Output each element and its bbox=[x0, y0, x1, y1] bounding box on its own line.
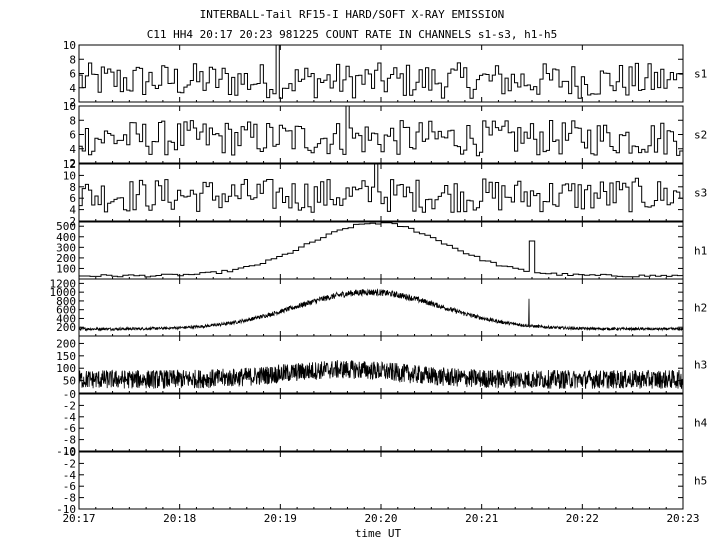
y-tick-label-h5: -6 bbox=[63, 480, 76, 493]
chart-title: INTERBALL-Tail RF15-I HARD/SOFT X-RAY EM… bbox=[200, 8, 505, 21]
series-line-h1 bbox=[79, 222, 683, 278]
y-tick-label-s1: 2 bbox=[69, 96, 76, 109]
x-axis: 20:17 20:18 20:19 20:20 20:21 20:22 20:23 bbox=[62, 512, 699, 525]
y-tick-label-s1: 4 bbox=[69, 82, 76, 95]
x-tick-label: 20:17 bbox=[62, 512, 95, 525]
x-tick-label: 20:22 bbox=[566, 512, 599, 525]
y-tick-label-h5: -4 bbox=[63, 469, 77, 482]
x-tick-label: 20:18 bbox=[163, 512, 196, 525]
channel-label-h4: h4 bbox=[694, 417, 708, 430]
y-tick-label-h3: 100 bbox=[56, 362, 76, 375]
y-tick-label-h2: 400 bbox=[56, 312, 76, 325]
panel-frame-h5 bbox=[78, 451, 684, 510]
x-tick-label: 20:23 bbox=[666, 512, 699, 525]
y-tick-label-h4: -10 bbox=[56, 445, 76, 458]
y-tick-label-h4: -4 bbox=[63, 411, 77, 424]
series-line-s1 bbox=[79, 44, 683, 99]
y-tick-label-h3: 50 bbox=[63, 375, 76, 388]
channel-label-s3: s3 bbox=[694, 187, 707, 200]
panel-s2: 108 642 s2 bbox=[63, 100, 708, 170]
x-tick-label: 20:21 bbox=[465, 512, 498, 525]
y-tick-label-h2: 800 bbox=[56, 295, 76, 308]
channel-label-h5: h5 bbox=[694, 475, 707, 488]
panel-frame-s2 bbox=[78, 105, 684, 164]
y-tick-label-s2: 6 bbox=[69, 129, 76, 142]
channel-label-s1: s1 bbox=[694, 68, 707, 81]
panel-frame-h1 bbox=[78, 221, 684, 280]
y-tick-label-s2: 4 bbox=[69, 143, 76, 156]
y-tick-label-s3: 8 bbox=[69, 181, 76, 194]
y-tick-label-h4: -2 bbox=[63, 399, 76, 412]
y-tick-label-h1: 400 bbox=[56, 231, 76, 244]
y-tick-label-s3: 2 bbox=[69, 215, 76, 228]
series-line-s3 bbox=[79, 163, 683, 213]
y-tick-label-h5: -8 bbox=[63, 492, 76, 505]
series-line-h3 bbox=[78, 360, 684, 390]
y-tick-label-h1: 200 bbox=[56, 252, 76, 265]
y-tick-label-s3: 6 bbox=[69, 192, 76, 205]
channel-label-s2: s2 bbox=[694, 129, 707, 142]
x-tick-label: 20:20 bbox=[364, 512, 397, 525]
y-tick-label-h2: 600 bbox=[56, 304, 76, 317]
channel-label-h2: h2 bbox=[694, 302, 707, 315]
x-tick-label: 20:19 bbox=[264, 512, 297, 525]
y-tick-label-h2: 1000 bbox=[50, 286, 77, 299]
y-tick-label-s2: 2 bbox=[69, 157, 76, 170]
y-tick-label-s2: 8 bbox=[69, 114, 76, 127]
channel-label-h1: h1 bbox=[694, 245, 707, 258]
y-tick-label-h2: 1200 bbox=[50, 277, 77, 290]
y-tick-label-h1: 300 bbox=[56, 241, 76, 254]
y-tick-label-h5: -10 bbox=[56, 503, 76, 516]
y-tick-label-h4: -0 bbox=[63, 388, 76, 401]
y-tick-label-s2: 10 bbox=[63, 100, 76, 113]
y-tick-label-h1: 100 bbox=[56, 262, 76, 275]
x-axis-label: time UT bbox=[355, 527, 402, 540]
y-tick-label-h4: -6 bbox=[63, 422, 76, 435]
chart-subtitle: C11 HH4 20:17 20:23 981225 COUNT RATE IN… bbox=[147, 28, 558, 41]
y-tick-label-s1: 10 bbox=[63, 39, 76, 52]
channel-label-h3: h3 bbox=[694, 359, 707, 372]
y-tick-label-h3: 200 bbox=[56, 337, 76, 350]
y-tick-label-h1: 500 bbox=[56, 220, 76, 233]
y-tick-label-s3: 10 bbox=[63, 169, 76, 182]
y-tick-label-h5: -0 bbox=[63, 446, 76, 459]
y-tick-label-h3: 150 bbox=[56, 350, 76, 363]
panel-frame-h4 bbox=[78, 393, 684, 452]
y-tick-label-h2: 200 bbox=[56, 321, 76, 334]
series-line-h2 bbox=[78, 288, 684, 332]
y-tick-label-h4: -8 bbox=[63, 434, 76, 447]
y-tick-label-h5: -2 bbox=[63, 457, 76, 470]
panel-group: 108642s1108642s212108642s350040030020010… bbox=[50, 39, 708, 525]
series-line-s2 bbox=[79, 105, 683, 157]
y-tick-label-s1: 8 bbox=[69, 53, 76, 66]
y-tick-label-s3: 12 bbox=[63, 158, 76, 171]
y-tick-label-s3: 4 bbox=[69, 204, 76, 217]
y-tick-label-s1: 6 bbox=[69, 68, 76, 81]
panel-s1: 108 642 s1 bbox=[63, 39, 708, 109]
